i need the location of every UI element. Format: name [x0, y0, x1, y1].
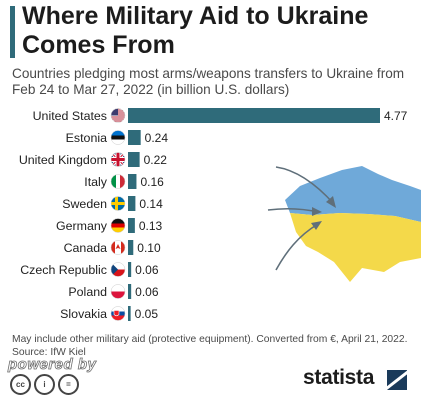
ukraine-map-south — [290, 213, 421, 282]
statista-logo[interactable]: statista — [303, 366, 375, 389]
ukraine-map-north — [285, 166, 421, 222]
flag-ee-icon — [110, 130, 126, 145]
bar-poland — [128, 284, 132, 299]
bar-germany — [128, 218, 135, 233]
category-label: Germany — [56, 219, 108, 233]
bar-sweden — [128, 196, 136, 211]
footnote-note: May include other military aid (protecti… — [12, 334, 408, 345]
category-label: United States — [33, 109, 107, 123]
flag-cz-icon — [110, 262, 126, 277]
cc-icon: cc — [10, 374, 31, 395]
value-label: 0.24 — [145, 131, 169, 145]
flag-de-icon — [110, 218, 126, 233]
value-label: 0.05 — [135, 307, 159, 321]
bar-chart: United States 4.77 Estonia 0.24 United Kingd… — [19, 108, 421, 321]
flag-it-icon — [110, 174, 126, 189]
ukraine-map-graphic — [267, 166, 421, 282]
category-label: Sweden — [62, 197, 107, 211]
chart-subtitle: Countries pledging most arms/weapons tra… — [12, 66, 405, 97]
bar-czech-republic — [128, 262, 132, 277]
category-label: Slovakia — [60, 307, 107, 321]
flag-se-icon — [110, 196, 126, 211]
arrowhead-3 — [311, 221, 322, 230]
flag-us-icon — [110, 108, 126, 123]
bar-estonia — [128, 130, 141, 145]
value-label: 4.77 — [384, 109, 408, 123]
flag-sk-icon — [110, 306, 126, 321]
category-label: Canada — [64, 241, 108, 255]
title-accent-bar — [10, 6, 15, 58]
arrowhead-2 — [312, 207, 322, 216]
attribution-icon: i — [34, 374, 55, 395]
value-label: 0.06 — [135, 263, 159, 277]
footnote: May include other military aid (protecti… — [12, 333, 417, 359]
bar-slovakia — [128, 306, 131, 321]
value-label: 0.14 — [139, 197, 163, 211]
value-label: 0.16 — [140, 175, 164, 189]
flag-ca-icon — [110, 240, 126, 255]
statista-logo-icon[interactable] — [387, 370, 407, 390]
arrow-3 — [275, 223, 319, 271]
flag-pl-icon — [110, 284, 126, 299]
bar-united-states — [128, 108, 380, 123]
value-label: 0.06 — [135, 285, 159, 299]
bar-united-kingdom — [128, 152, 140, 167]
value-label: 0.10 — [137, 241, 161, 255]
arrow-1 — [275, 166, 335, 205]
value-label: 0.13 — [139, 219, 163, 233]
category-label: Estonia — [66, 131, 107, 145]
flag-uk-icon — [110, 152, 126, 167]
bar-canada — [128, 240, 134, 255]
category-label: Poland — [68, 285, 107, 299]
bar-italy — [128, 174, 137, 189]
category-label: United Kingdom — [19, 153, 107, 167]
arrowhead-1 — [326, 196, 336, 208]
value-label: 0.22 — [144, 153, 168, 167]
category-label: Italy — [84, 175, 108, 189]
footnote-source: Source: IfW Kiel — [12, 347, 86, 358]
powered-by-label: powered by — [8, 356, 97, 374]
category-label: Czech Republic — [20, 263, 107, 277]
no-derivatives-icon: = — [58, 374, 79, 395]
chart-title: Where Military Aid to Ukraine Comes From — [22, 2, 369, 59]
